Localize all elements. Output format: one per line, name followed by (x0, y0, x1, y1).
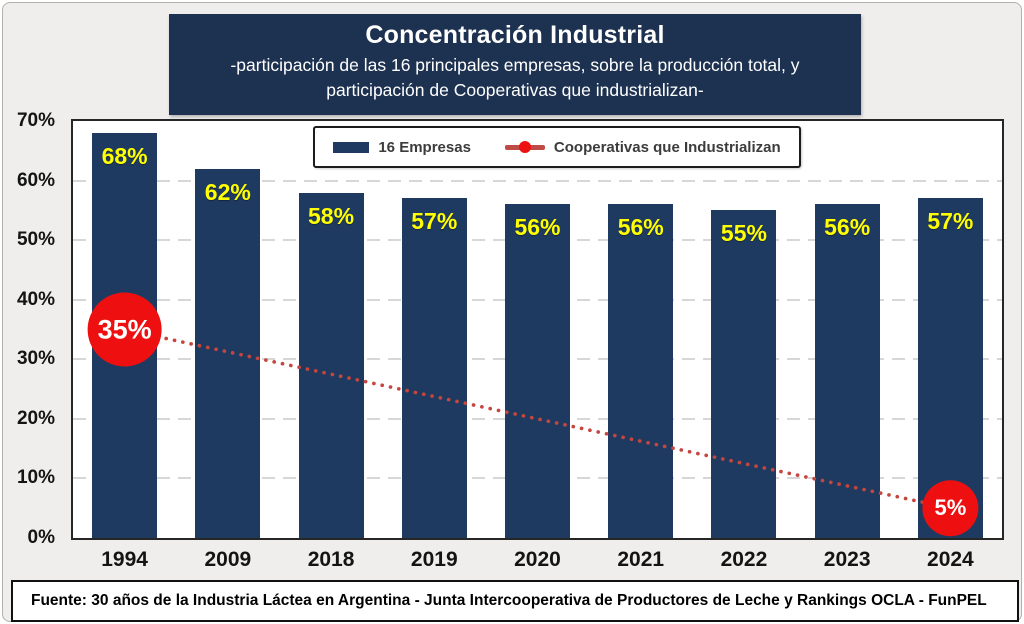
y-tick-label: 40% (16, 288, 55, 310)
bar-value-label: 58% (308, 202, 355, 229)
bar-2021: 56% (608, 204, 674, 538)
point-value-label: 5% (934, 495, 967, 521)
bar-2018: 58% (298, 192, 364, 538)
trend-dotted-line (122, 327, 953, 511)
x-tick-label: 1994 (101, 548, 148, 571)
bar-value-label: 57% (927, 208, 974, 235)
y-axis: 70% 60% 50% 40% 30% 20% 10% 0% (3, 110, 61, 548)
bar-value-label: 56% (824, 214, 871, 241)
x-tick-label: 2022 (720, 548, 768, 571)
source-box: Fuente: 30 años de la Industria Láctea e… (11, 580, 1019, 622)
point-label-layer: 35% 5% (73, 121, 1002, 538)
bar-swatch-icon (333, 141, 370, 153)
y-tick-label: 30% (16, 348, 55, 370)
trend-line-layer (87, 292, 979, 537)
chart-title-box: Concentración Industrial -participación … (169, 14, 861, 115)
x-tick-label: 2024 (927, 548, 974, 571)
x-tick-label: 2018 (307, 548, 355, 571)
x-axis: 1994 2009 2018 2019 2020 2021 2022 2023 2024 (73, 548, 1002, 578)
bar-layer: 68% 62% 58% 57% 56% 56% 55% 56% 57% (73, 121, 1002, 538)
bar-value-label: 56% (617, 214, 664, 241)
chart-subtitle: -participación de las 16 principales emp… (230, 55, 800, 100)
bar-value-label: 55% (720, 220, 767, 247)
y-tick-label: 50% (16, 229, 55, 251)
bar-value-label: 56% (514, 214, 561, 241)
data-point-1994 (87, 292, 162, 367)
y-tick-label: 20% (16, 407, 55, 429)
y-tick-label: 60% (16, 169, 55, 191)
legend-item-cooperativas: Cooperativas que Industrializan (504, 138, 781, 156)
point-value-label: 35% (97, 314, 152, 344)
bar-2023: 56% (814, 204, 880, 538)
x-tick-label: 2020 (514, 548, 561, 571)
x-tick-label: 2009 (204, 548, 252, 571)
bar-value-label: 57% (411, 208, 458, 235)
data-point-2024 (922, 480, 979, 537)
legend: 16 Empresas Cooperativas que Industriali… (313, 126, 801, 168)
y-tick-label: 0% (27, 527, 55, 548)
x-tick-label: 2023 (823, 548, 871, 571)
bar-value-label: 68% (101, 142, 148, 169)
bar-2020: 56% (505, 204, 570, 538)
plot-area: 68% 62% 58% 57% 56% 56% 55% 56% 57% 35% 5% (71, 119, 1004, 540)
source-text: Fuente: 30 años de la Industria Láctea e… (31, 592, 987, 609)
bar-value-label: 62% (204, 178, 251, 205)
bar-2019: 57% (401, 198, 467, 538)
chart-title: Concentración Industrial (365, 21, 665, 49)
bar-2022: 55% (711, 210, 777, 538)
legend-label: 16 Empresas (378, 138, 471, 156)
y-tick-label: 70% (16, 110, 55, 131)
legend-label: Cooperativas que Industrializan (553, 138, 781, 156)
y-tick-label: 10% (16, 467, 55, 489)
bar-2009: 62% (195, 168, 261, 538)
line-marker-icon (504, 140, 545, 154)
x-tick-label: 2021 (617, 548, 665, 571)
grid-line (73, 179, 1002, 182)
x-tick-label: 2019 (410, 548, 458, 571)
legend-item-16-empresas: 16 Empresas (333, 139, 471, 156)
